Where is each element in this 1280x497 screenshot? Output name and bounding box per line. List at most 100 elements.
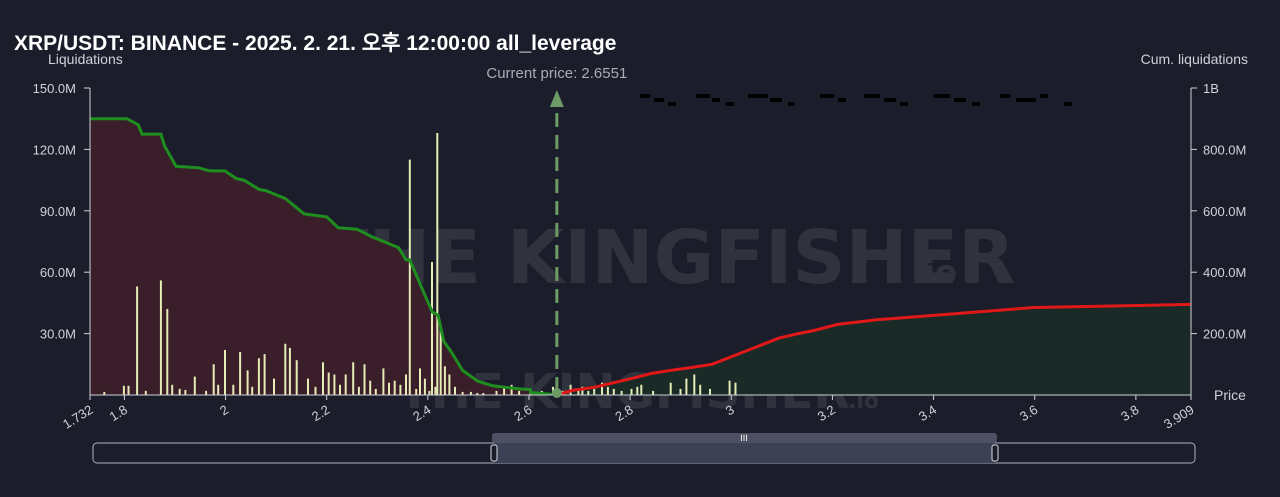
liquidation-bar — [369, 380, 372, 395]
liquidation-bar — [288, 347, 291, 395]
range-slider-bar[interactable] — [492, 433, 997, 443]
watermark-suffix-text: .io — [912, 253, 957, 291]
cumulative-short-line — [556, 302, 1191, 395]
x-axis-label: Price — [1214, 387, 1246, 403]
liquidation-bar — [693, 374, 696, 395]
liquidation-bar — [314, 386, 317, 395]
range-slider[interactable]: III — [92, 433, 1196, 464]
liquidation-bar — [454, 386, 456, 395]
liquidation-bar — [593, 388, 596, 395]
x-tick-label: 3.6 — [1017, 402, 1040, 424]
liquidation-bar — [405, 374, 407, 395]
liquidation-bar — [439, 329, 442, 395]
liquidation-bar — [382, 368, 385, 395]
x-tick-label: 1.8 — [107, 402, 130, 424]
liquidation-bar — [428, 390, 431, 395]
liquidation-bar — [295, 360, 298, 395]
liquidation-bar — [469, 391, 472, 395]
liquidation-bar — [734, 382, 737, 395]
range-slider-right-handle[interactable] — [991, 444, 999, 462]
liquidation-bar — [136, 286, 139, 395]
x-tick-label: 2.2 — [309, 402, 332, 424]
liquidation-bar — [122, 385, 125, 395]
liquidation-bar — [408, 159, 411, 395]
y-left-axis-label: Liquidations — [48, 51, 123, 67]
liquidation-bar — [419, 368, 421, 395]
y-left-tick-label: 30.0M — [40, 327, 76, 342]
liquidation-bar — [620, 390, 623, 395]
liquidation-bar — [581, 386, 584, 395]
liquidation-bar — [443, 366, 446, 395]
liquidation-bar — [448, 374, 451, 395]
liquidation-bar — [263, 354, 266, 395]
liquidation-bar — [679, 388, 682, 395]
cumulative-long-line — [90, 117, 558, 395]
liquidation-bar — [606, 386, 609, 395]
y-right-tick-label: 1B — [1203, 81, 1219, 96]
liquidation-bar — [193, 376, 196, 395]
liquidation-bar — [431, 262, 433, 395]
legend-obscured — [640, 94, 1072, 106]
liquidation-bar — [246, 370, 249, 395]
liquidation-bar — [144, 390, 147, 395]
y-left-tick-label: 60.0M — [40, 265, 76, 280]
liquidation-bar — [630, 388, 633, 395]
liquidation-bar — [709, 388, 711, 395]
liquidation-bar — [212, 364, 215, 395]
liquidation-bar — [257, 358, 260, 395]
x-tick-label: 3.8 — [1118, 402, 1141, 424]
liquidation-bar — [636, 386, 639, 395]
liquidation-bar — [461, 391, 464, 395]
liquidation-bar — [284, 343, 287, 395]
liquidation-bar — [339, 384, 341, 395]
liquidation-bar — [363, 364, 366, 395]
chart-title: XRP/USDT: BINANCE - 2025. 2. 21. 오후 12:0… — [14, 32, 617, 55]
liquidation-bar — [399, 384, 402, 395]
liquidation-bar — [601, 382, 603, 395]
y-left-ticks: 30.0M 60.0M 90.0M 120.0M 150.0M — [33, 81, 90, 342]
y-left-tick-label: 120.0M — [33, 142, 76, 157]
liquidation-bar — [344, 374, 347, 395]
liquidation-bar — [357, 386, 360, 395]
liquidation-bar — [495, 390, 498, 395]
y-right-ticks: 200.0M 400.0M 600.0M 800.0M 1B — [1191, 81, 1246, 342]
liquidation-bar — [239, 352, 242, 395]
liquidation-bar — [171, 384, 174, 395]
liquidation-bar — [640, 384, 643, 395]
liquidation-bar — [699, 384, 702, 395]
liquidation-bar — [518, 390, 521, 395]
liquidation-bar — [333, 374, 336, 395]
liquidation-bar — [436, 133, 439, 395]
y-right-tick-label: 600.0M — [1203, 204, 1246, 219]
liquidation-bar — [388, 382, 390, 395]
range-slider-grip-icon[interactable]: III — [740, 433, 748, 443]
liquidation-bar — [327, 372, 330, 395]
liquidation-bar — [224, 350, 226, 395]
x-tick-label: 2 — [217, 402, 231, 419]
x-tick-label: 3.4 — [916, 402, 939, 424]
range-slider-window[interactable] — [494, 443, 995, 463]
liquidation-bar — [103, 391, 106, 395]
range-slider-left-handle[interactable] — [490, 444, 498, 462]
current-price-marker: Current price: 2.6551 — [486, 65, 627, 398]
y-left-tick-label: 150.0M — [33, 81, 76, 96]
liquidation-bar — [393, 380, 396, 395]
liquidation-bar — [503, 386, 506, 395]
liquidation-bar — [728, 380, 731, 395]
current-price-label: Current price: 2.6551 — [486, 65, 627, 82]
x-tick-label: 3.909 — [1161, 402, 1197, 432]
liquidation-bar — [415, 388, 418, 395]
liquidation-bar — [652, 390, 655, 395]
short-liquidations-area — [556, 304, 1191, 395]
liquidation-bar — [217, 384, 220, 395]
liquidation-bar — [685, 378, 688, 395]
liquidation-bar — [423, 378, 426, 395]
liquidation-bar — [482, 393, 485, 395]
liquidation-bar — [669, 382, 672, 395]
liquidation-bars — [103, 133, 737, 395]
y-right-tick-label: 400.0M — [1203, 265, 1246, 280]
liquidation-bar — [352, 362, 355, 395]
y-right-axis-label: Cum. liquidations — [1141, 51, 1248, 67]
liquidation-bar — [434, 386, 437, 395]
